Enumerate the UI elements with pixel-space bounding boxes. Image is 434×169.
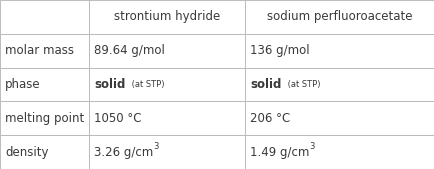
- Bar: [245, 101, 434, 135]
- Text: strontium hydride: strontium hydride: [114, 10, 220, 23]
- Bar: [0, 0, 89, 34]
- Bar: [89, 34, 245, 68]
- Text: 1.49 g/cm: 1.49 g/cm: [250, 146, 310, 159]
- Text: 89.64 g/mol: 89.64 g/mol: [94, 44, 165, 57]
- Text: 3: 3: [154, 141, 159, 151]
- Bar: [245, 135, 434, 169]
- Bar: [0, 135, 89, 169]
- Text: 206 °C: 206 °C: [250, 112, 291, 125]
- Bar: [245, 0, 434, 34]
- Text: 1050 °C: 1050 °C: [94, 112, 141, 125]
- Text: 136 g/mol: 136 g/mol: [250, 44, 310, 57]
- Text: melting point: melting point: [5, 112, 85, 125]
- Text: (at STP): (at STP): [129, 80, 164, 89]
- Bar: [0, 34, 89, 68]
- Text: molar mass: molar mass: [5, 44, 74, 57]
- Text: density: density: [5, 146, 49, 159]
- Bar: [245, 34, 434, 68]
- Bar: [89, 68, 245, 101]
- Text: 3.26 g/cm: 3.26 g/cm: [94, 146, 154, 159]
- Text: sodium perfluoroacetate: sodium perfluoroacetate: [267, 10, 412, 23]
- Bar: [89, 101, 245, 135]
- Bar: [0, 68, 89, 101]
- Bar: [89, 135, 245, 169]
- Bar: [89, 0, 245, 34]
- Text: 3: 3: [310, 141, 315, 151]
- Text: (at STP): (at STP): [285, 80, 321, 89]
- Text: solid: solid: [94, 78, 125, 91]
- Text: solid: solid: [250, 78, 282, 91]
- Text: phase: phase: [5, 78, 41, 91]
- Bar: [245, 68, 434, 101]
- Bar: [0, 101, 89, 135]
